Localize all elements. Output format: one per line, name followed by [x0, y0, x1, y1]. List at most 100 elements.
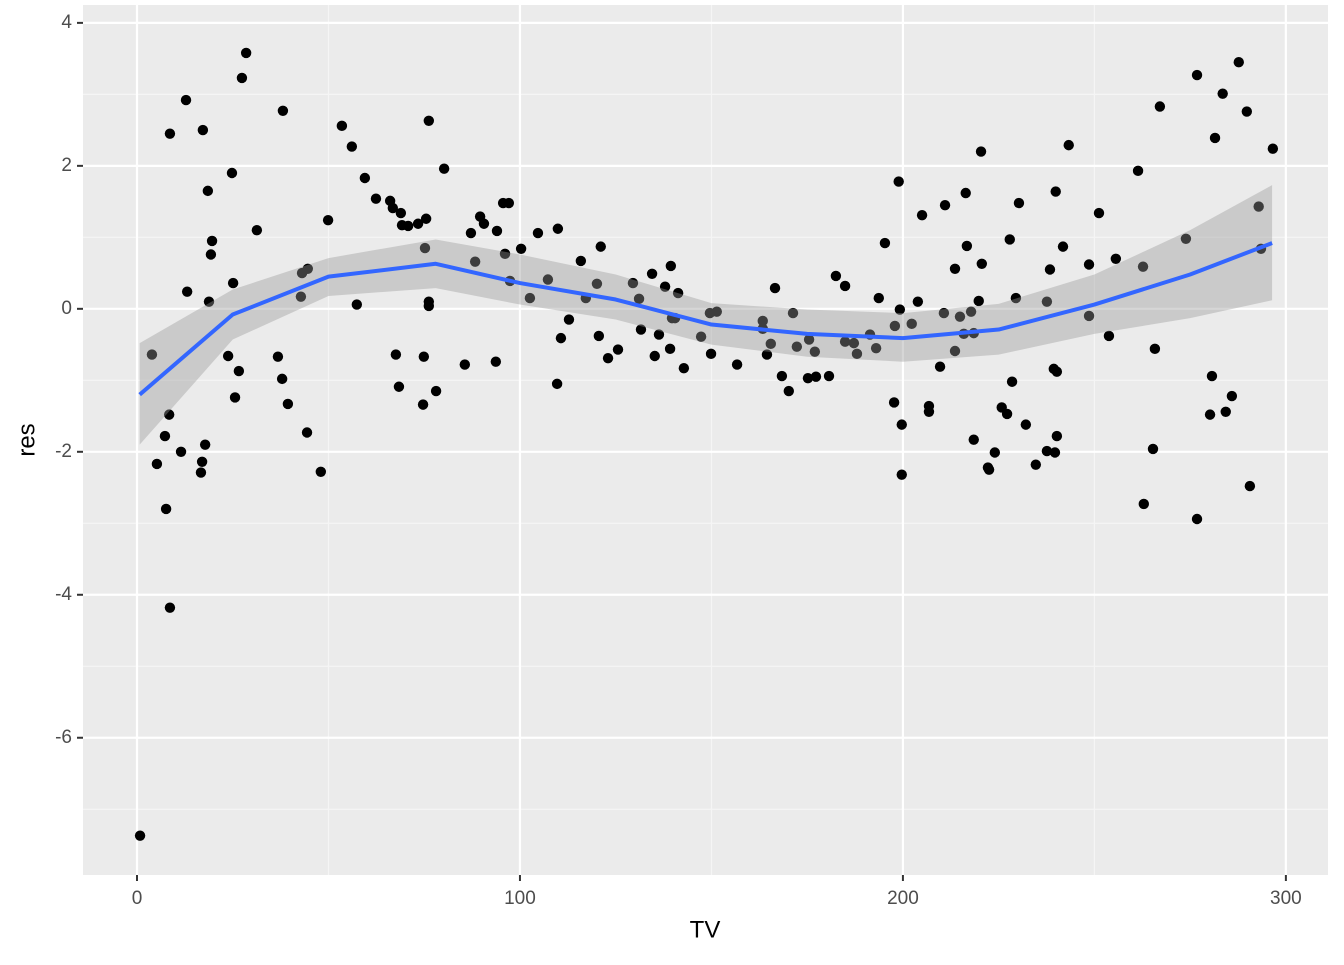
- point: [659, 281, 671, 292]
- point: [236, 72, 248, 84]
- point: [1083, 259, 1095, 270]
- point: [839, 280, 851, 292]
- point: [418, 351, 430, 362]
- point: [810, 371, 822, 382]
- point: [417, 399, 429, 410]
- point: [923, 406, 935, 417]
- point: [499, 248, 511, 259]
- point: [351, 299, 363, 310]
- point: [503, 197, 515, 209]
- point: [711, 306, 722, 317]
- point: [387, 202, 399, 214]
- point: [830, 270, 842, 282]
- point: [277, 105, 289, 117]
- point: [695, 331, 707, 342]
- x-tick-label: 0: [132, 888, 143, 909]
- point: [1204, 409, 1216, 420]
- point: [906, 318, 917, 330]
- point: [896, 469, 907, 480]
- point: [1050, 186, 1061, 197]
- point: [346, 141, 358, 152]
- marks: [134, 47, 1279, 841]
- point: [1137, 261, 1149, 272]
- point: [395, 207, 407, 219]
- point: [1138, 498, 1149, 510]
- point: [491, 225, 503, 237]
- point: [206, 235, 218, 247]
- point: [665, 260, 677, 272]
- point: [359, 172, 371, 184]
- point: [1132, 165, 1144, 177]
- point: [664, 343, 676, 355]
- point: [146, 349, 158, 360]
- point: [1049, 447, 1061, 458]
- point: [438, 163, 450, 174]
- y-tick-label: -6: [55, 727, 72, 748]
- grid: [83, 5, 1328, 875]
- point: [1241, 106, 1253, 117]
- point: [894, 304, 906, 315]
- point: [515, 243, 527, 254]
- point: [1191, 69, 1203, 81]
- point: [552, 223, 564, 234]
- point: [870, 342, 882, 354]
- point: [939, 199, 951, 211]
- point: [203, 296, 215, 307]
- point: [301, 427, 313, 438]
- point: [196, 456, 208, 468]
- point: [1006, 376, 1018, 387]
- x-tick-label: 100: [504, 888, 536, 909]
- point: [1051, 430, 1063, 442]
- point: [295, 291, 307, 302]
- point: [1041, 445, 1053, 457]
- point: [1226, 390, 1238, 402]
- point: [1083, 310, 1095, 322]
- point: [989, 447, 1001, 458]
- point: [934, 361, 946, 372]
- point: [1013, 197, 1025, 209]
- point: [1206, 370, 1218, 382]
- point: [1149, 343, 1161, 355]
- point: [888, 397, 900, 408]
- y-tick-label: -4: [55, 584, 72, 605]
- point: [1267, 143, 1279, 154]
- point: [765, 338, 776, 350]
- y-tick-label: 2: [61, 155, 72, 176]
- point: [390, 349, 402, 360]
- point: [787, 307, 799, 319]
- point: [916, 209, 928, 221]
- point: [229, 392, 241, 403]
- point: [893, 176, 904, 187]
- point: [1217, 88, 1228, 99]
- point: [336, 120, 348, 132]
- point: [973, 295, 984, 307]
- point: [839, 336, 851, 347]
- x-tick-label: 200: [887, 888, 919, 909]
- point: [315, 466, 327, 478]
- point: [1147, 443, 1159, 455]
- point: [164, 602, 176, 613]
- point: [783, 385, 794, 397]
- point: [478, 218, 490, 229]
- point: [302, 263, 313, 274]
- point: [612, 344, 624, 355]
- x-axis-title: TV: [690, 916, 721, 943]
- y-tick-label: 4: [61, 12, 72, 33]
- panel: [83, 5, 1328, 875]
- point: [322, 214, 334, 226]
- point: [181, 286, 193, 297]
- point: [555, 332, 567, 344]
- point: [542, 274, 554, 285]
- point: [1233, 56, 1244, 68]
- point: [459, 359, 471, 370]
- point: [873, 292, 884, 304]
- point: [731, 359, 743, 370]
- point: [595, 241, 606, 252]
- point: [889, 320, 901, 332]
- point: [823, 370, 835, 382]
- point: [251, 224, 263, 236]
- point: [776, 370, 788, 382]
- point: [802, 372, 814, 384]
